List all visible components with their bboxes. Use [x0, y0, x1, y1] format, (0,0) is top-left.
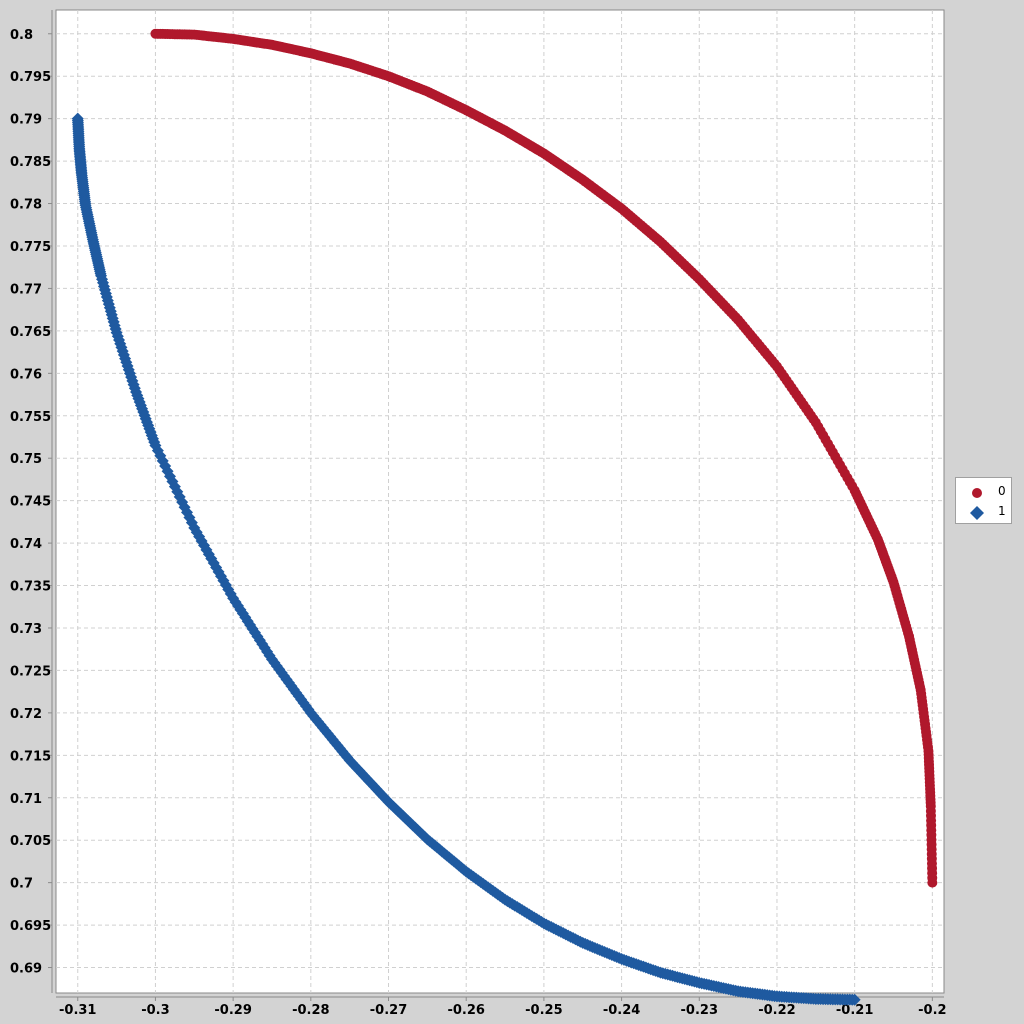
y-tick-label: 0.7: [10, 877, 33, 892]
y-tick-label: 0.76: [10, 367, 42, 382]
x-tick-label: -0.31: [59, 1003, 96, 1018]
y-tick-label: 0.79: [10, 113, 42, 128]
y-tick-label: 0.765: [10, 325, 51, 340]
y-tick-label: 0.785: [10, 155, 51, 170]
legend: 0 1: [955, 477, 1012, 524]
y-tick-label: 0.775: [10, 240, 51, 255]
plot-area: [55, 9, 945, 994]
y-tick-label: 0.745: [10, 495, 51, 510]
y-tick-label: 0.8: [10, 28, 33, 43]
legend-label-series-0: 0: [998, 484, 1006, 498]
diamond-marker-icon: [970, 506, 984, 520]
x-tick-label: -0.27: [370, 1003, 407, 1018]
y-tick-label: 0.71: [10, 792, 42, 807]
y-tick-label: 0.73: [10, 622, 42, 637]
x-tick-label: -0.28: [292, 1003, 329, 1018]
x-tick-label: -0.2: [918, 1003, 946, 1018]
x-tick-label: -0.22: [758, 1003, 795, 1018]
x-tick-label: -0.29: [214, 1003, 251, 1018]
legend-item-series-1: 1: [956, 502, 1013, 522]
y-tick-label: 0.75: [10, 452, 42, 467]
y-tick-label: 0.69: [10, 962, 42, 977]
x-tick-label: -0.23: [681, 1003, 718, 1018]
data-point: [848, 993, 861, 1006]
x-axis-ticks: -0.31 -0.3 -0.29 -0.28 -0.27 -0.26 -0.25 -0.24 -…: [59, 997, 947, 1018]
series-0: [150, 28, 938, 888]
y-tick-label: 0.695: [10, 919, 51, 934]
y-tick-label: 0.77: [10, 282, 42, 297]
circle-marker-icon: [972, 488, 982, 498]
y-tick-label: 0.735: [10, 580, 51, 595]
y-tick-label: 0.715: [10, 749, 51, 764]
x-tick-label: -0.26: [447, 1003, 484, 1018]
legend-item-series-0: 0: [956, 482, 1013, 502]
legend-label-series-1: 1: [998, 504, 1006, 518]
x-tick-label: -0.3: [141, 1003, 169, 1018]
data-point: [927, 877, 938, 888]
y-tick-label: 0.74: [10, 537, 42, 552]
y-tick-label: 0.795: [10, 70, 51, 85]
y-axis-ticks: 0.69 0.695 0.7 0.705 0.71 0.715 0.72 0.725 0.73 0…: [10, 28, 52, 977]
y-tick-label: 0.755: [10, 410, 51, 425]
data-series: [71, 28, 938, 1006]
grid-lines: [56, 10, 944, 993]
y-tick-label: 0.725: [10, 664, 51, 679]
x-tick-label: -0.24: [603, 1003, 640, 1018]
y-tick-label: 0.72: [10, 707, 42, 722]
y-tick-label: 0.705: [10, 834, 51, 849]
x-tick-label: -0.25: [525, 1003, 562, 1018]
y-tick-label: 0.78: [10, 198, 42, 213]
series-1: [71, 112, 861, 1006]
x-tick-label: -0.21: [836, 1003, 873, 1018]
